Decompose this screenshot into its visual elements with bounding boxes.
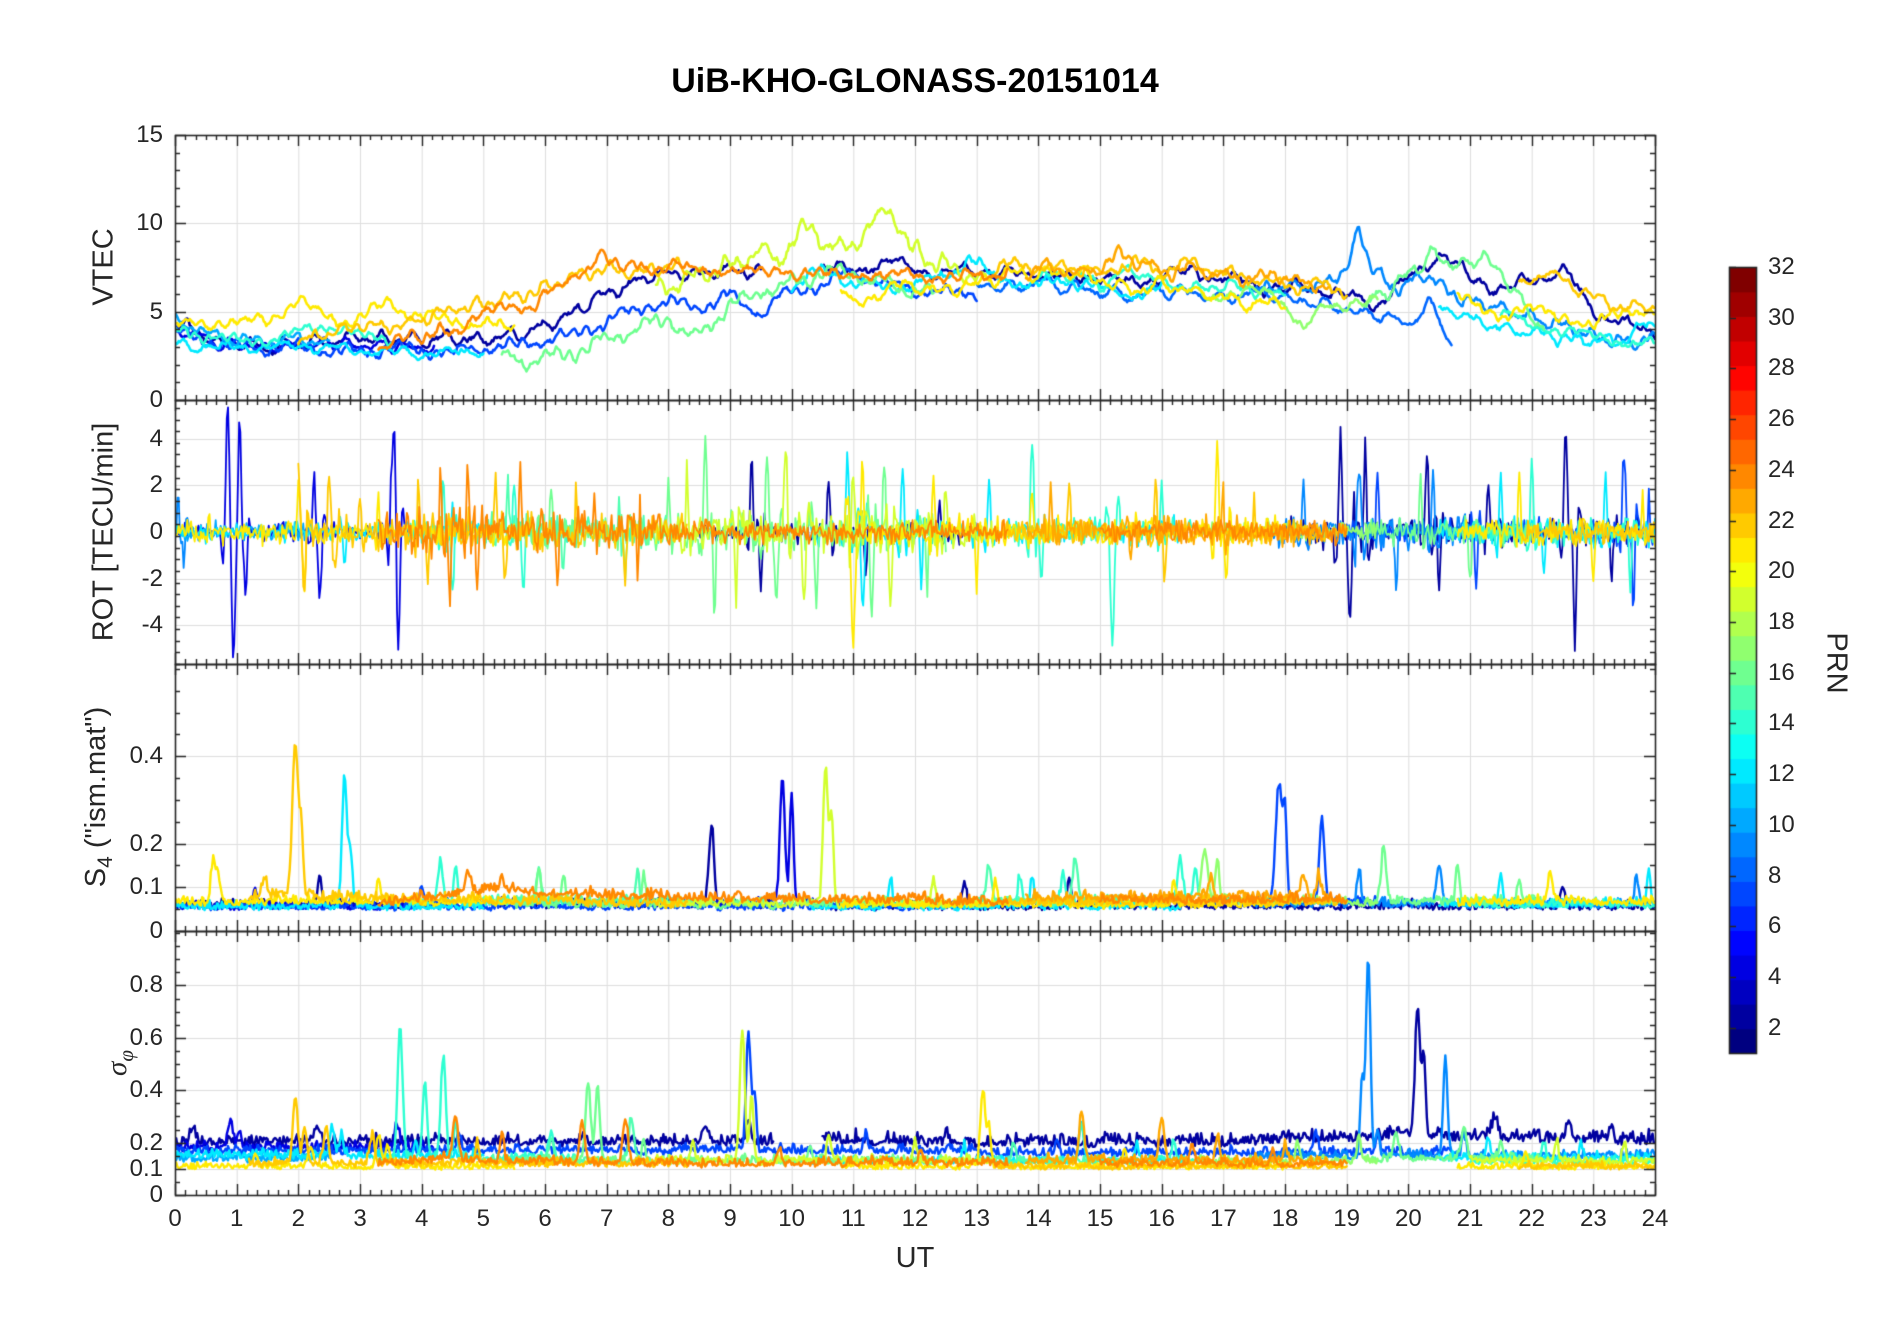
xtick-13: 13 [963,1205,990,1232]
colorbar-tick-28: 28 [1768,354,1795,382]
figure-title: UiB-KHO-GLONASS-20151014 [671,62,1159,100]
xtick-7: 7 [599,1205,614,1232]
ytick-rot-0: 0 [149,518,163,545]
ytick-sigma_phi-0.2: 0.2 [129,1128,163,1156]
xtick-15: 15 [1086,1205,1114,1232]
xtick-16: 16 [1148,1205,1175,1232]
xtick-11: 11 [840,1205,866,1232]
ylabel-sigma-sub: φ [113,1050,138,1062]
ylabel-sigma-phi: σφ [101,1050,139,1076]
xaxis-label: UT [895,1242,935,1274]
xtick-23: 23 [1579,1205,1607,1232]
colorbar-tick-2: 2 [1768,1013,1782,1041]
ytick-sigma_phi-0.8: 0.8 [129,971,163,999]
ylabel-s4: S4 ("ism.mat") [80,707,118,888]
ytick-rot--2: -2 [141,564,163,592]
xtick-4: 4 [414,1205,429,1232]
xtick-10: 10 [778,1205,805,1232]
xtick-12: 12 [901,1205,929,1232]
colorbar-tick-12: 12 [1768,760,1795,788]
xtick-18: 18 [1271,1205,1299,1232]
ytick-sigma_phi-0.1: 0.1 [129,1154,163,1182]
ytick-vtec-15: 15 [136,121,163,148]
colorbar-label: PRN [1820,632,1853,694]
colorbar-tick-8: 8 [1768,861,1782,889]
xtick-9: 9 [723,1205,737,1232]
ylabel-vtec-text: VTEC [87,228,120,306]
ytick-s4-0.4: 0.4 [129,742,163,770]
ytick-s4-0.1: 0.1 [129,873,163,901]
colorbar-tick-4: 4 [1768,962,1782,990]
ytick-sigma_phi-0.4: 0.4 [129,1076,163,1104]
xtick-21: 21 [1456,1205,1484,1232]
ytick-sigma_phi-0: 0 [149,1181,163,1208]
xtick-22: 22 [1518,1205,1545,1232]
colorbar-tick-10: 10 [1768,810,1795,838]
ytick-vtec-0: 0 [149,386,163,413]
colorbar-tick-22: 22 [1768,506,1795,534]
xtick-0: 0 [168,1205,182,1232]
ytick-vtec-5: 5 [149,297,163,325]
ytick-s4-0: 0 [149,917,163,944]
ytick-rot-4: 4 [149,424,163,452]
colorbar-tick-14: 14 [1768,709,1795,737]
colorbar-tick-32: 32 [1768,253,1795,280]
colorbar-tick-18: 18 [1768,607,1795,635]
ytick-s4-0.2: 0.2 [129,829,163,857]
ytick-rot-2: 2 [149,471,163,499]
xtick-19: 19 [1333,1205,1360,1232]
colorbar-tick-6: 6 [1768,912,1782,940]
xtick-20: 20 [1394,1205,1422,1232]
ylabel-vtec: VTEC [88,228,121,305]
colorbar-tick-24: 24 [1768,455,1795,483]
colorbar-tick-20: 20 [1768,557,1795,585]
colorbar-tick-30: 30 [1768,303,1795,331]
xtick-3: 3 [353,1205,367,1232]
ytick-rot--4: -4 [141,611,163,639]
colorbar-tick-26: 26 [1768,405,1795,433]
xtick-5: 5 [476,1205,490,1232]
colorbar-tick-16: 16 [1768,658,1795,686]
ytick-sigma_phi-0.6: 0.6 [129,1023,163,1051]
xtick-8: 8 [661,1205,675,1232]
xtick-2: 2 [291,1205,305,1232]
xtick-17: 17 [1209,1205,1237,1232]
xtick-6: 6 [538,1205,552,1232]
ylabel-sigma-main: σ [101,1061,134,1076]
xtick-1: 1 [229,1205,244,1232]
ytick-vtec-10: 10 [136,209,163,237]
xtick-24: 24 [1641,1205,1669,1232]
xtick-14: 14 [1024,1205,1052,1232]
ylabel-s4-sub: 4 [93,856,117,868]
